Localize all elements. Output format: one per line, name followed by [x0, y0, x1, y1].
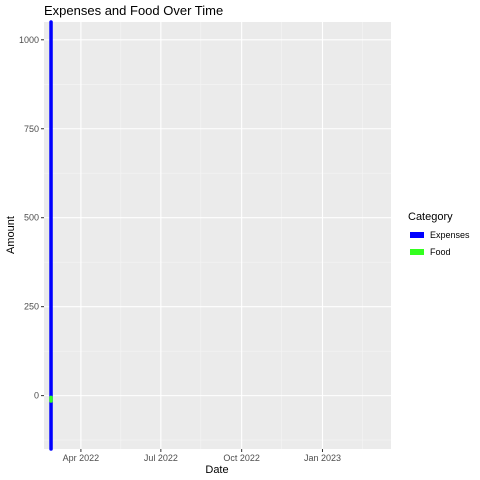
major-gridlines — [44, 22, 391, 449]
x-tick-label: Apr 2022 — [63, 453, 100, 463]
legend-title: Category — [408, 211, 453, 223]
legend-label-food: Food — [430, 247, 451, 257]
y-axis: 0 250 500 750 1000 — [19, 35, 44, 401]
legend-label-expenses: Expenses — [430, 230, 470, 240]
chart-title: Expenses and Food Over Time — [44, 3, 223, 18]
x-axis-title: Date — [205, 464, 228, 476]
legend-items: Expenses Food — [410, 230, 470, 257]
x-tick-label: Oct 2022 — [223, 453, 260, 463]
x-tick-label: Jan 2023 — [304, 453, 341, 463]
plot-panel — [44, 22, 391, 449]
x-tick-label: Jul 2022 — [144, 453, 178, 463]
y-tick-label: 0 — [34, 391, 39, 401]
y-tick-label: 750 — [24, 124, 39, 134]
y-axis-title: Amount — [5, 216, 17, 254]
y-tick-label: 250 — [24, 302, 39, 312]
y-tick-label: 1000 — [19, 35, 39, 45]
y-tick-label: 500 — [24, 213, 39, 223]
minor-gridlines — [44, 22, 391, 449]
legend: Category Expenses Food — [408, 211, 470, 257]
x-axis: Apr 2022 Jul 2022 Oct 2022 Jan 2023 — [63, 449, 341, 463]
